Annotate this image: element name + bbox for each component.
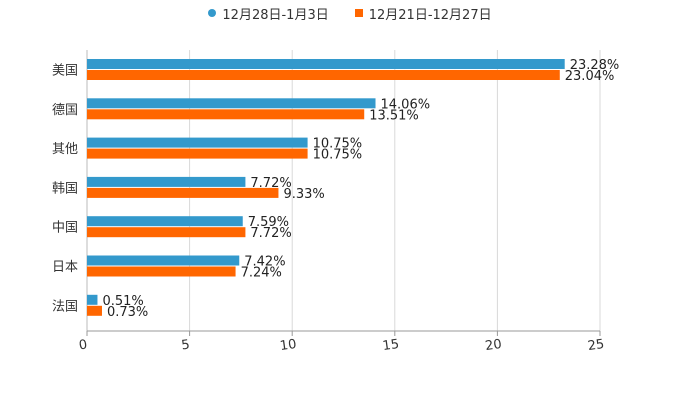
legend: 12月28日-1月3日 12月21日-12月27日	[0, 4, 700, 23]
data-label: 10.75%	[313, 148, 363, 163]
legend-label-series-2: 12月21日-12月27日	[368, 7, 492, 23]
category-label: 法国	[52, 299, 78, 314]
legend-marker-series-2	[354, 9, 363, 17]
data-label: 7.42%	[244, 255, 285, 270]
bar	[87, 187, 279, 198]
data-label: 23.04%	[565, 69, 615, 84]
category-label: 其他	[52, 142, 78, 157]
bar	[87, 109, 365, 120]
data-label: 0.51%	[102, 294, 143, 309]
data-label: 7.24%	[241, 266, 282, 281]
bar	[87, 227, 246, 238]
bar	[87, 98, 376, 109]
bar	[87, 59, 565, 69]
category-label: 中国	[52, 221, 78, 236]
x-tick-label: 25	[587, 337, 605, 354]
bar	[87, 216, 243, 227]
data-label: 7.72%	[250, 176, 291, 191]
data-label: 13.51%	[369, 108, 419, 123]
data-label: 14.06%	[381, 97, 431, 112]
bar	[87, 294, 98, 305]
bar	[87, 305, 102, 316]
data-label: 7.59%	[248, 215, 289, 230]
data-label: 23.28%	[570, 58, 620, 73]
x-tick-label: 15	[382, 337, 400, 354]
data-label: 10.75%	[313, 137, 363, 152]
data-label: 7.72%	[250, 226, 291, 241]
bar	[87, 137, 308, 148]
bar	[87, 176, 246, 187]
x-tick-label: 20	[484, 337, 502, 354]
x-tick-label: 5	[181, 337, 191, 353]
x-tick-label: 0	[78, 337, 88, 353]
legend-label-series-1: 12月28日-1月3日	[222, 7, 329, 23]
category-label: 韩国	[52, 181, 78, 196]
legend-item-series-2[interactable]: 12月21日-12月27日	[354, 4, 492, 23]
data-label: 9.33%	[283, 187, 324, 202]
category-label: 美国	[52, 64, 78, 79]
category-label: 日本	[52, 260, 78, 275]
category-label: 德国	[52, 103, 78, 118]
bar	[87, 266, 236, 277]
legend-marker-series-1	[208, 9, 217, 17]
data-label: 0.73%	[107, 305, 148, 320]
legend-item-series-1[interactable]: 12月28日-1月3日	[208, 4, 329, 23]
x-tick-label: 10	[279, 337, 297, 354]
bar	[87, 148, 308, 159]
bar	[87, 255, 240, 266]
bar	[87, 70, 560, 80]
